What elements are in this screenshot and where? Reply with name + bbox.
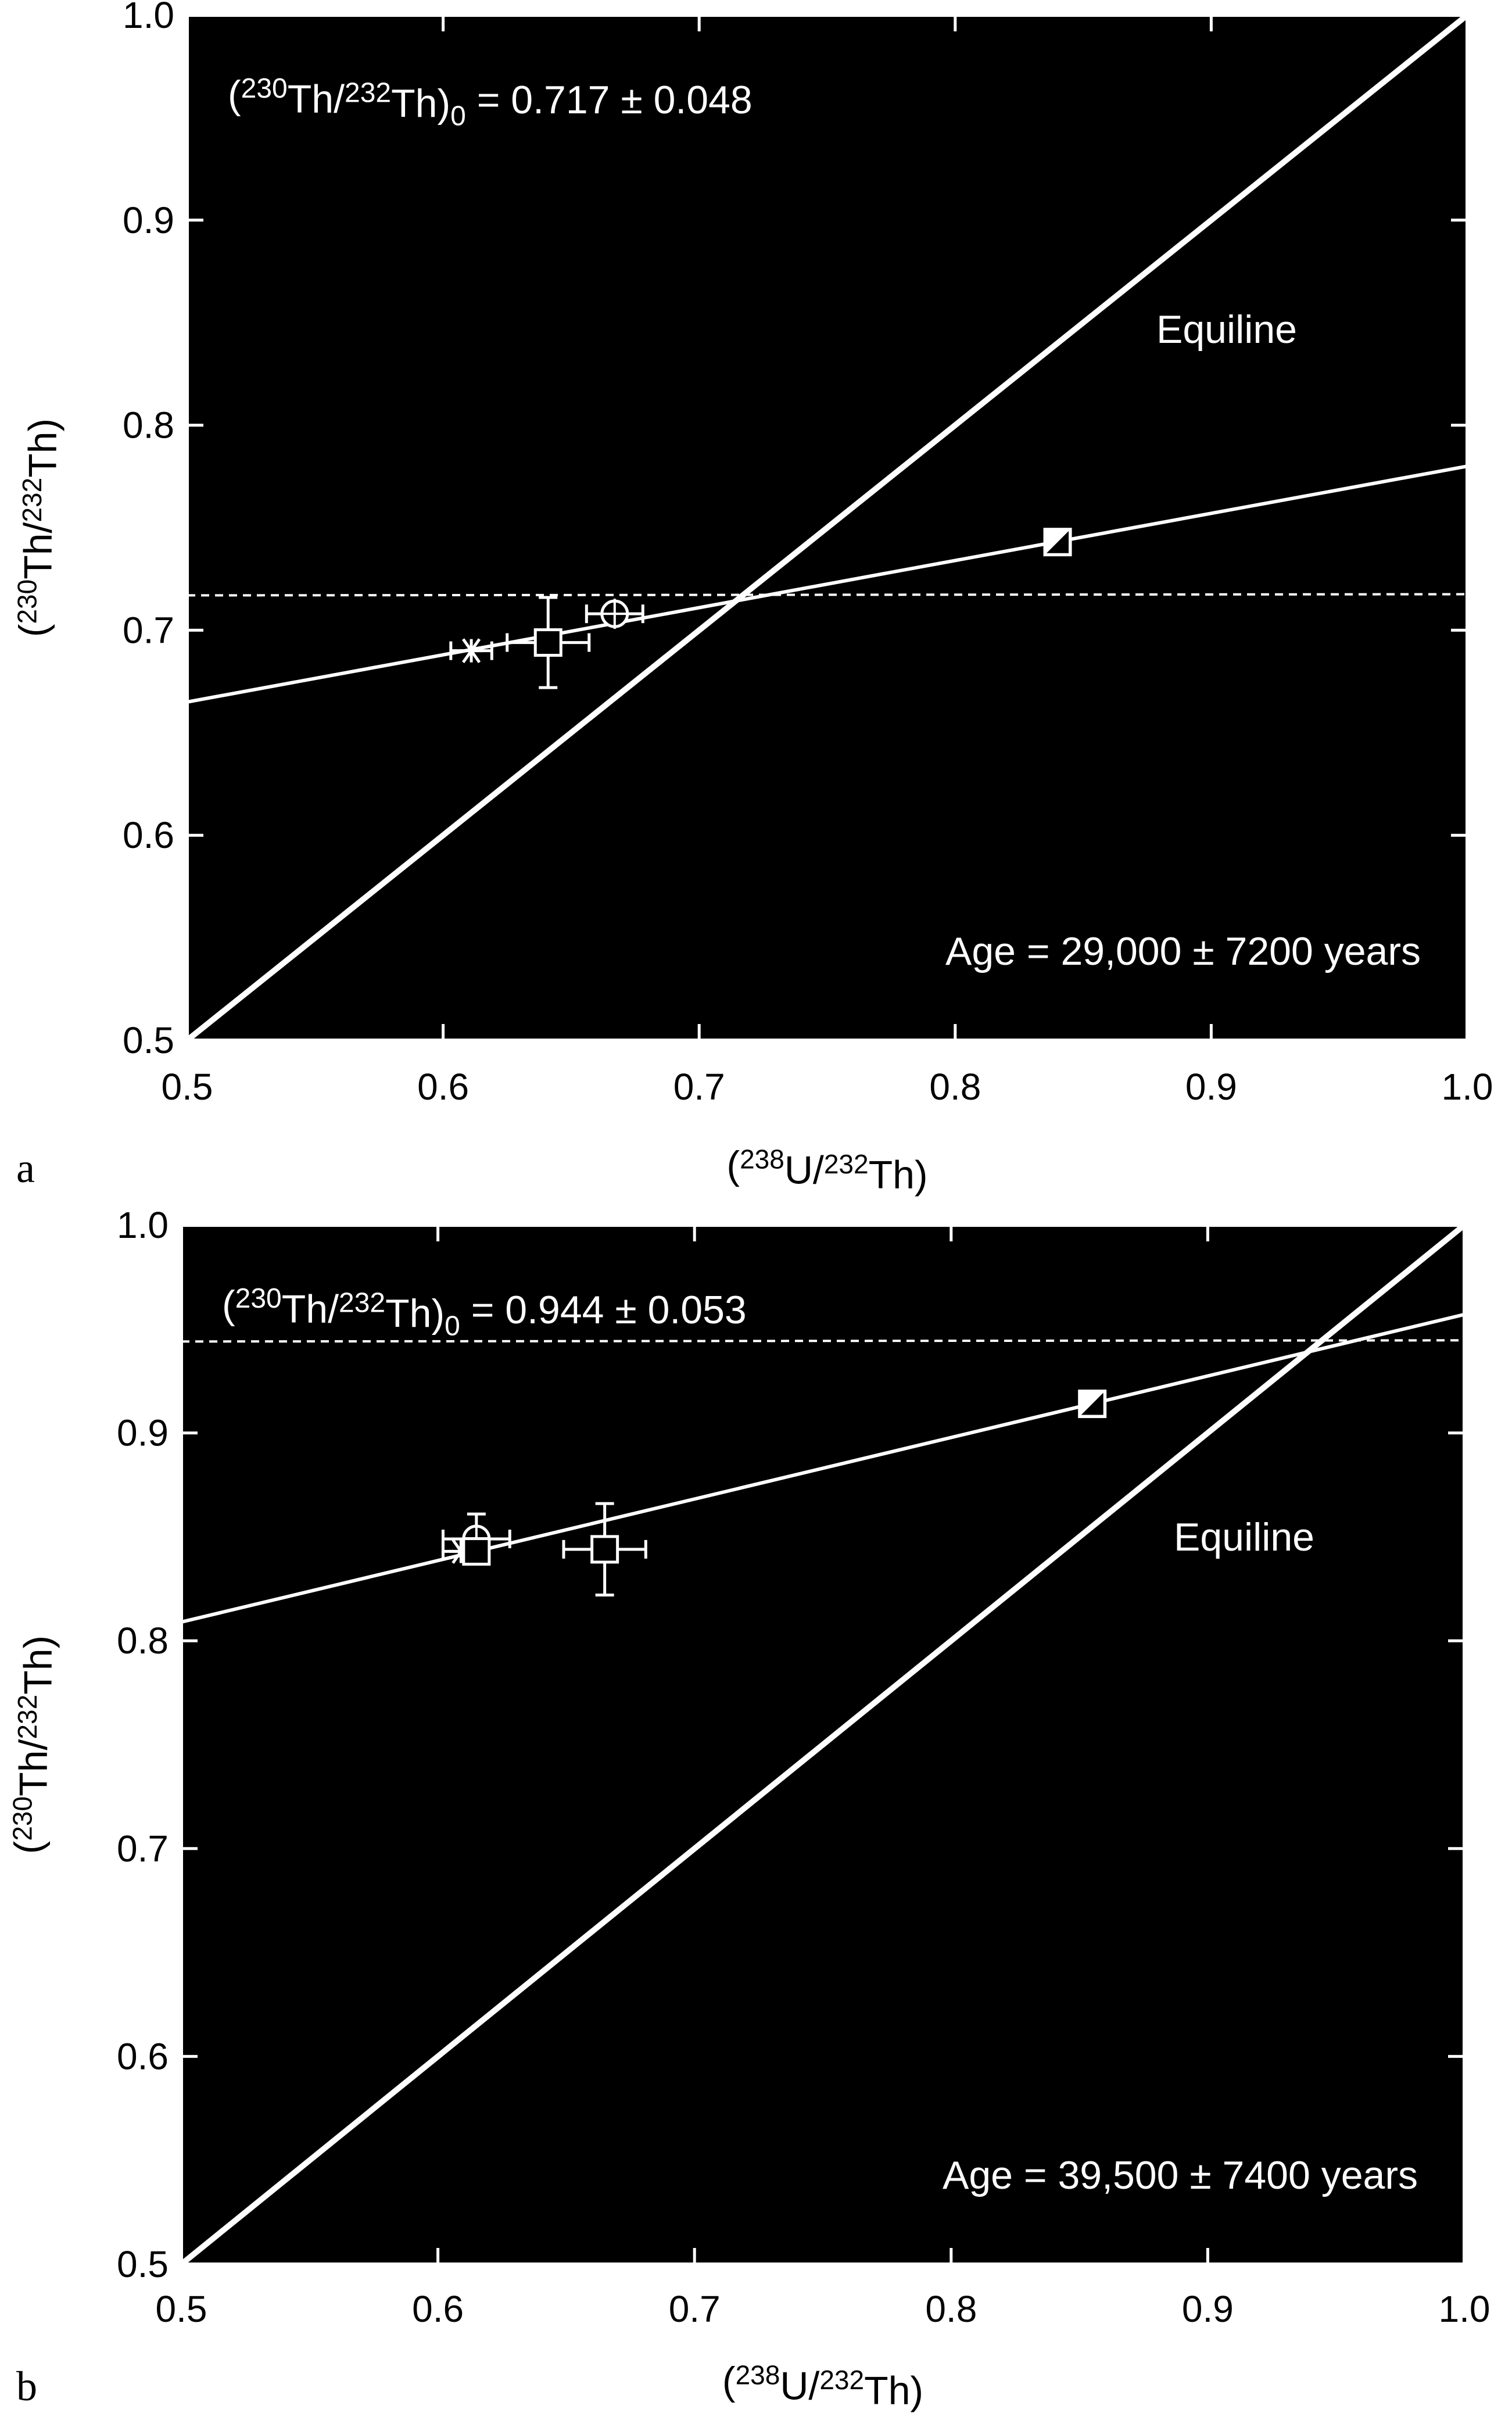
x-tick-label: 0.6 bbox=[412, 2288, 464, 2330]
text-run: ( bbox=[11, 624, 55, 637]
text-run: U/ bbox=[784, 1148, 824, 1192]
y-tick-label: 0.5 bbox=[117, 2243, 169, 2285]
isochron-line bbox=[187, 464, 1467, 704]
x-axis-title: (238U/232Th) bbox=[722, 2359, 923, 2413]
text-run: Th/ bbox=[16, 522, 60, 579]
age-annotation: Age = 39,500 ± 7400 years bbox=[943, 2153, 1418, 2197]
text-run: Th) bbox=[391, 81, 450, 126]
data-point-square-open bbox=[462, 1537, 491, 1566]
x-tick-label: 0.7 bbox=[673, 1066, 725, 1108]
isochron-line bbox=[181, 1312, 1464, 1624]
text-run: ( bbox=[228, 73, 241, 117]
data-point-square-half-filled bbox=[1078, 1390, 1107, 1419]
initial-ratio-annotation: (230Th/232Th)0 = 0.717 ± 0.048 bbox=[228, 73, 753, 132]
equiline-label: Equiline bbox=[1156, 307, 1297, 352]
initial-ratio-line bbox=[181, 1339, 1464, 1343]
text-run: Th) bbox=[869, 1153, 928, 1197]
age-annotation: Age = 29,000 ± 7200 years bbox=[945, 929, 1421, 973]
plot-frame bbox=[180, 1223, 1466, 2266]
data-point-asterisk bbox=[449, 638, 493, 664]
superscript: 232 bbox=[12, 1695, 42, 1739]
text-run: = 0.944 ± 0.053 bbox=[460, 1288, 747, 1332]
plot-frame bbox=[185, 13, 1469, 1042]
lines-layer bbox=[187, 15, 1467, 1040]
square-marker bbox=[533, 628, 562, 657]
superscript: 232 bbox=[17, 478, 47, 522]
y-axis-title: (230Th/232Th) bbox=[11, 418, 65, 637]
x-tick-label: 0.8 bbox=[925, 2288, 977, 2330]
y-tick-label: 1.0 bbox=[123, 0, 174, 36]
equiline bbox=[187, 15, 1467, 1040]
text-run: Th) bbox=[864, 2369, 923, 2413]
x-tick-label: 1.0 bbox=[1439, 2288, 1490, 2330]
half-fill-shade bbox=[1047, 531, 1069, 553]
text-run: ( bbox=[6, 1841, 51, 1854]
y-tick-label: 0.9 bbox=[123, 199, 174, 241]
data-point-square-open bbox=[506, 596, 591, 689]
text-run: Th) bbox=[21, 418, 65, 478]
text-run: Th/ bbox=[288, 77, 345, 121]
y-axis-title: (230Th/232Th) bbox=[6, 1635, 60, 1854]
y-tick-label: 0.5 bbox=[123, 1019, 174, 1061]
superscript: 230 bbox=[241, 73, 288, 104]
y-tick-label: 0.8 bbox=[117, 1620, 169, 1662]
superscript: 232 bbox=[345, 77, 391, 108]
text-run: ( bbox=[726, 1143, 740, 1187]
text-run: Th) bbox=[16, 1635, 60, 1695]
x-tick-label: 0.8 bbox=[929, 1066, 981, 1108]
superscript: 230 bbox=[12, 579, 42, 624]
initial-ratio-annotation: (230Th/232Th)0 = 0.944 ± 0.053 bbox=[222, 1283, 747, 1342]
text-run: = 0.717 ± 0.048 bbox=[466, 78, 753, 122]
subscript: 0 bbox=[450, 101, 466, 132]
equiline-label: Equiline bbox=[1174, 1515, 1314, 1559]
superscript: 232 bbox=[819, 2365, 864, 2395]
data-point-square-half-filled bbox=[1043, 528, 1072, 557]
text-run: ( bbox=[722, 2359, 736, 2403]
text-run: ( bbox=[222, 1283, 235, 1327]
x-tick-label: 1.0 bbox=[1442, 1066, 1493, 1108]
y-tick-label: 0.6 bbox=[123, 814, 174, 856]
text-run: Th) bbox=[385, 1291, 445, 1336]
chart-panel-b: 0.5 0.6 0.7 0.8 0.9 1.0 0.5 0.6 0.7 0.8 0.9 1.0 (238… bbox=[6, 1204, 1490, 2413]
y-axis-title-group: (230Th/232Th) bbox=[11, 418, 65, 637]
y-tick-label: 0.9 bbox=[117, 1412, 169, 1454]
y-axis-title-group: (230Th/232Th) bbox=[6, 1635, 60, 1854]
text-run: Th/ bbox=[11, 1739, 55, 1796]
y-tick-label: 0.6 bbox=[117, 2035, 169, 2077]
data-point-square-open bbox=[562, 1502, 647, 1597]
half-fill-shade bbox=[1081, 1392, 1103, 1415]
initial-ratio-line bbox=[187, 593, 1467, 597]
text-run: Th/ bbox=[282, 1287, 339, 1331]
square-marker bbox=[590, 1535, 619, 1564]
x-tick-label: 0.7 bbox=[669, 2288, 721, 2330]
x-tick-label: 0.5 bbox=[156, 2288, 207, 2330]
lines-layer bbox=[181, 1225, 1464, 2264]
equiline bbox=[181, 1225, 1464, 2264]
chart-panel-a: 0.5 0.6 0.7 0.8 0.9 1.0 0.5 0.6 0.7 0.8 0.9 1.0 (238… bbox=[11, 0, 1493, 1197]
y-tick-label: 1.0 bbox=[117, 1204, 169, 1246]
y-tick-label: 0.8 bbox=[123, 404, 174, 446]
data-point-circle-crosshair bbox=[585, 599, 644, 629]
superscript: 238 bbox=[736, 2360, 780, 2390]
superscript: 232 bbox=[339, 1287, 385, 1318]
square-marker bbox=[462, 1537, 491, 1566]
subscript: 0 bbox=[445, 1311, 460, 1342]
x-axis-title: (238U/232Th) bbox=[726, 1143, 927, 1197]
x-tick-label: 0.5 bbox=[162, 1066, 213, 1108]
x-tick-label: 0.9 bbox=[1182, 2288, 1234, 2330]
superscript: 230 bbox=[235, 1283, 282, 1314]
superscript: 230 bbox=[8, 1796, 38, 1841]
panel-letter: b bbox=[16, 2363, 37, 2410]
text-run: U/ bbox=[780, 2364, 819, 2408]
superscript: 238 bbox=[740, 1144, 784, 1175]
y-tick-label: 0.7 bbox=[123, 609, 174, 651]
superscript: 232 bbox=[824, 1149, 869, 1179]
panel-letter: a bbox=[16, 1145, 35, 1191]
x-tick-label: 0.6 bbox=[417, 1066, 469, 1108]
y-tick-label: 0.7 bbox=[117, 1828, 169, 1870]
x-tick-label: 0.9 bbox=[1185, 1066, 1237, 1108]
